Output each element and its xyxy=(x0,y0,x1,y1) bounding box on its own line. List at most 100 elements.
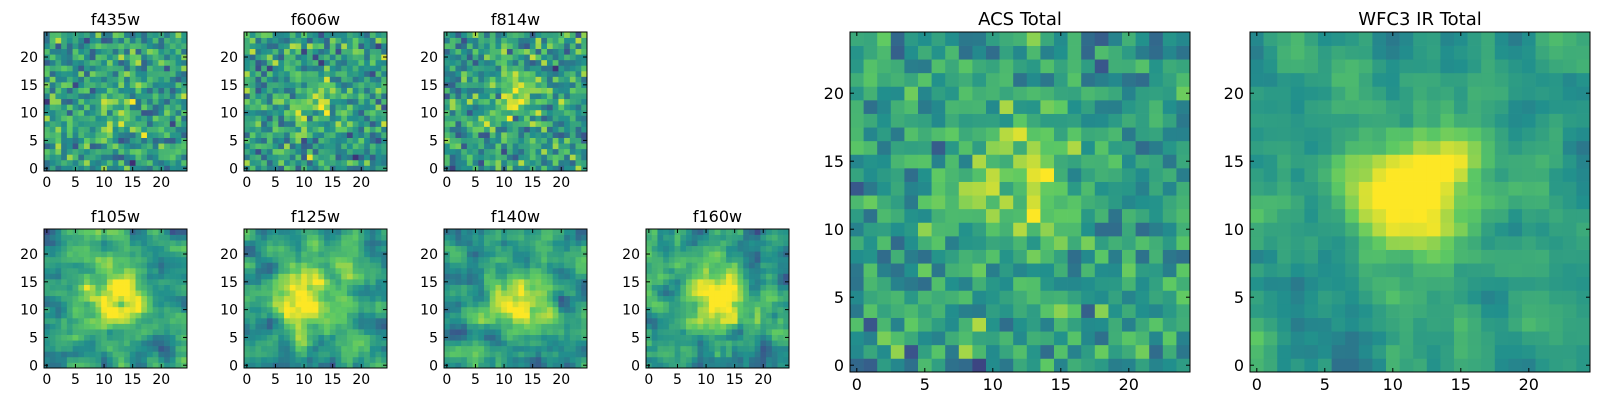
heatmap-cell xyxy=(731,312,738,319)
heatmap-cell xyxy=(278,356,285,363)
heatmap-cell xyxy=(552,137,559,144)
heatmap-cell xyxy=(266,251,273,258)
heatmap-cell xyxy=(44,284,51,291)
heatmap-cell xyxy=(512,32,519,38)
heatmap-cell xyxy=(558,279,565,285)
heatmap-cell xyxy=(720,262,727,269)
heatmap-cell xyxy=(461,329,468,335)
heatmap-cell xyxy=(175,340,182,347)
heatmap-cell xyxy=(61,323,68,330)
heatmap-cell xyxy=(141,279,148,285)
heatmap-cell xyxy=(112,104,119,111)
heatmap-cell xyxy=(720,295,727,302)
heatmap-cell xyxy=(118,165,125,172)
heatmap-cell xyxy=(364,65,371,72)
heatmap-cell xyxy=(352,323,359,330)
heatmap-cell xyxy=(301,132,308,138)
heatmap-cell xyxy=(1108,276,1123,291)
heatmap-cell xyxy=(369,295,376,302)
heatmap-cell xyxy=(771,334,778,341)
heatmap-cell xyxy=(506,82,513,88)
heatmap-cell xyxy=(546,137,554,144)
heatmap-cell xyxy=(335,43,342,50)
heatmap-cell xyxy=(78,351,85,358)
heatmap-cell xyxy=(141,284,148,291)
heatmap-cell xyxy=(546,148,554,155)
heatmap-cell xyxy=(506,43,513,50)
heatmap-cell xyxy=(44,159,51,166)
heatmap-cell xyxy=(181,43,188,50)
heatmap-cell xyxy=(364,284,371,291)
heatmap-cell xyxy=(691,317,698,324)
heatmap-cell xyxy=(369,98,376,105)
heatmap-cell xyxy=(726,334,733,341)
heatmap-cell xyxy=(289,301,296,308)
heatmap-cell xyxy=(501,312,508,319)
heatmap-cell xyxy=(284,323,291,330)
heatmap-cell xyxy=(489,93,496,100)
heatmap-cell xyxy=(175,98,182,105)
heatmap-cell xyxy=(72,329,79,335)
heatmap-cell xyxy=(1108,331,1123,346)
heatmap-cell xyxy=(175,48,182,55)
heatmap-cell xyxy=(524,312,531,319)
heatmap-cell xyxy=(720,306,727,313)
heatmap-cell xyxy=(329,240,336,247)
heatmap-cell xyxy=(301,76,308,83)
heatmap-cell xyxy=(651,279,658,285)
heatmap-cell xyxy=(680,290,687,297)
heatmap-cell xyxy=(164,137,171,144)
heatmap-cell xyxy=(66,334,73,341)
heatmap-cell xyxy=(541,87,548,94)
heatmap-cell xyxy=(135,267,142,274)
heatmap-cell xyxy=(558,37,565,44)
heatmap-cell xyxy=(261,137,268,144)
heatmap-cell xyxy=(55,32,62,38)
heatmap-cell xyxy=(777,362,784,369)
heatmap-cell xyxy=(118,267,125,274)
heatmap-cell xyxy=(501,54,508,61)
heatmap-cell xyxy=(329,120,336,127)
heatmap-cell xyxy=(129,104,136,111)
heatmap-cell xyxy=(301,312,308,319)
heatmap-cell xyxy=(329,37,336,44)
heatmap-cell xyxy=(529,120,536,127)
heatmap-cell xyxy=(169,267,176,274)
heatmap-cell xyxy=(552,234,559,241)
heatmap-cell xyxy=(369,120,376,127)
heatmap-cell xyxy=(289,143,296,150)
heatmap-cell xyxy=(266,312,273,319)
heatmap-cell xyxy=(301,301,308,308)
heatmap-cell xyxy=(261,148,268,155)
heatmap-cell xyxy=(564,37,571,44)
heatmap-cell xyxy=(358,154,365,161)
heatmap-cell xyxy=(455,93,462,100)
heatmap-cell xyxy=(546,43,554,50)
heatmap-cell xyxy=(484,148,491,155)
heatmap-cell xyxy=(335,262,342,269)
heatmap-cell xyxy=(84,98,91,105)
heatmap-cell xyxy=(84,109,91,116)
heatmap-cell xyxy=(472,323,479,330)
heatmap-cell xyxy=(449,345,456,352)
heatmap-cell xyxy=(312,132,319,138)
y-tick-label: 15 xyxy=(220,275,238,291)
heatmap-cell xyxy=(124,159,131,166)
heatmap-cell xyxy=(352,48,359,55)
heatmap-cell xyxy=(261,334,268,341)
heatmap-cell xyxy=(301,234,308,241)
heatmap-cell xyxy=(686,229,693,235)
heatmap-cell xyxy=(1013,290,1028,305)
heatmap-cell xyxy=(754,334,761,341)
heatmap-cell xyxy=(674,234,681,241)
heatmap-cell xyxy=(55,126,62,133)
heatmap-cell xyxy=(289,262,296,269)
heatmap-cell xyxy=(66,104,73,111)
heatmap-cell xyxy=(164,154,171,161)
heatmap-cell xyxy=(581,143,588,150)
heatmap-cell xyxy=(66,256,73,263)
heatmap-cell xyxy=(541,334,548,341)
heatmap-cell xyxy=(261,240,268,247)
heatmap-cell xyxy=(518,273,525,280)
heatmap-cell xyxy=(129,279,136,285)
